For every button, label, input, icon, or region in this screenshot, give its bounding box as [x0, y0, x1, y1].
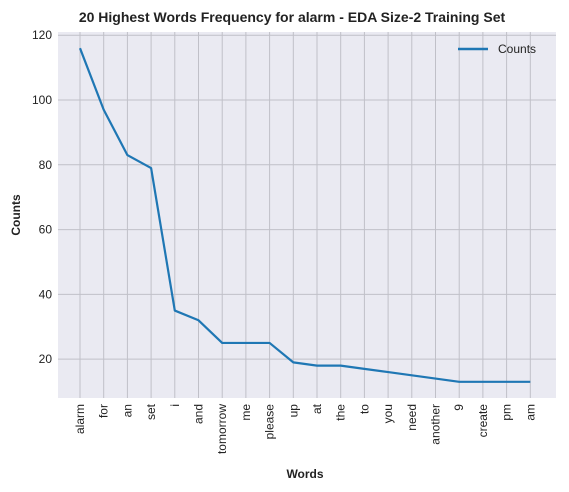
- x-tick-label: you: [381, 404, 395, 423]
- chart-title: 20 Highest Words Frequency for alarm - E…: [79, 9, 506, 25]
- x-tick-label: for: [97, 404, 111, 418]
- x-tick-label: an: [120, 404, 134, 417]
- legend: Counts: [458, 42, 536, 56]
- x-tick-label: pm: [500, 404, 514, 421]
- y-tick-label: 120: [32, 28, 52, 42]
- y-tick-label: 60: [39, 223, 53, 237]
- x-tick-label: alarm: [73, 404, 87, 434]
- y-axis-label: Counts: [9, 194, 23, 236]
- x-tick-label: at: [310, 403, 324, 414]
- x-tick-label: 9: [452, 404, 466, 411]
- x-tick-label: i: [168, 404, 182, 407]
- y-tick-label: 100: [32, 93, 52, 107]
- x-tick-label: need: [405, 404, 419, 431]
- x-tick-label: me: [239, 404, 253, 421]
- x-tick-label: am: [523, 404, 537, 421]
- plot-area: [58, 32, 556, 398]
- y-tick-label: 40: [39, 287, 53, 301]
- grid-lines: [58, 32, 556, 398]
- series-layer: [78, 47, 531, 383]
- legend-label-counts: Counts: [498, 42, 536, 56]
- x-tick-label: to: [357, 404, 371, 414]
- x-axis-ticks: alarm for an set i and tomorrow me please up at the…: [73, 403, 537, 454]
- x-tick-label: another: [429, 404, 443, 445]
- x-tick-label: and: [192, 404, 206, 424]
- y-tick-label: 20: [39, 352, 53, 366]
- x-tick-label: please: [263, 404, 277, 440]
- x-axis-label: Words: [286, 467, 323, 481]
- y-tick-label: 80: [39, 158, 53, 172]
- x-tick-label: set: [144, 403, 158, 420]
- x-tick-label: tomorrow: [215, 404, 229, 454]
- x-tick-label: create: [476, 404, 490, 438]
- x-tick-label: the: [334, 404, 348, 421]
- y-axis-ticks: 20 40 60 80 100 120: [32, 28, 52, 366]
- x-tick-label: up: [286, 404, 300, 418]
- series-line-counts: [78, 47, 531, 383]
